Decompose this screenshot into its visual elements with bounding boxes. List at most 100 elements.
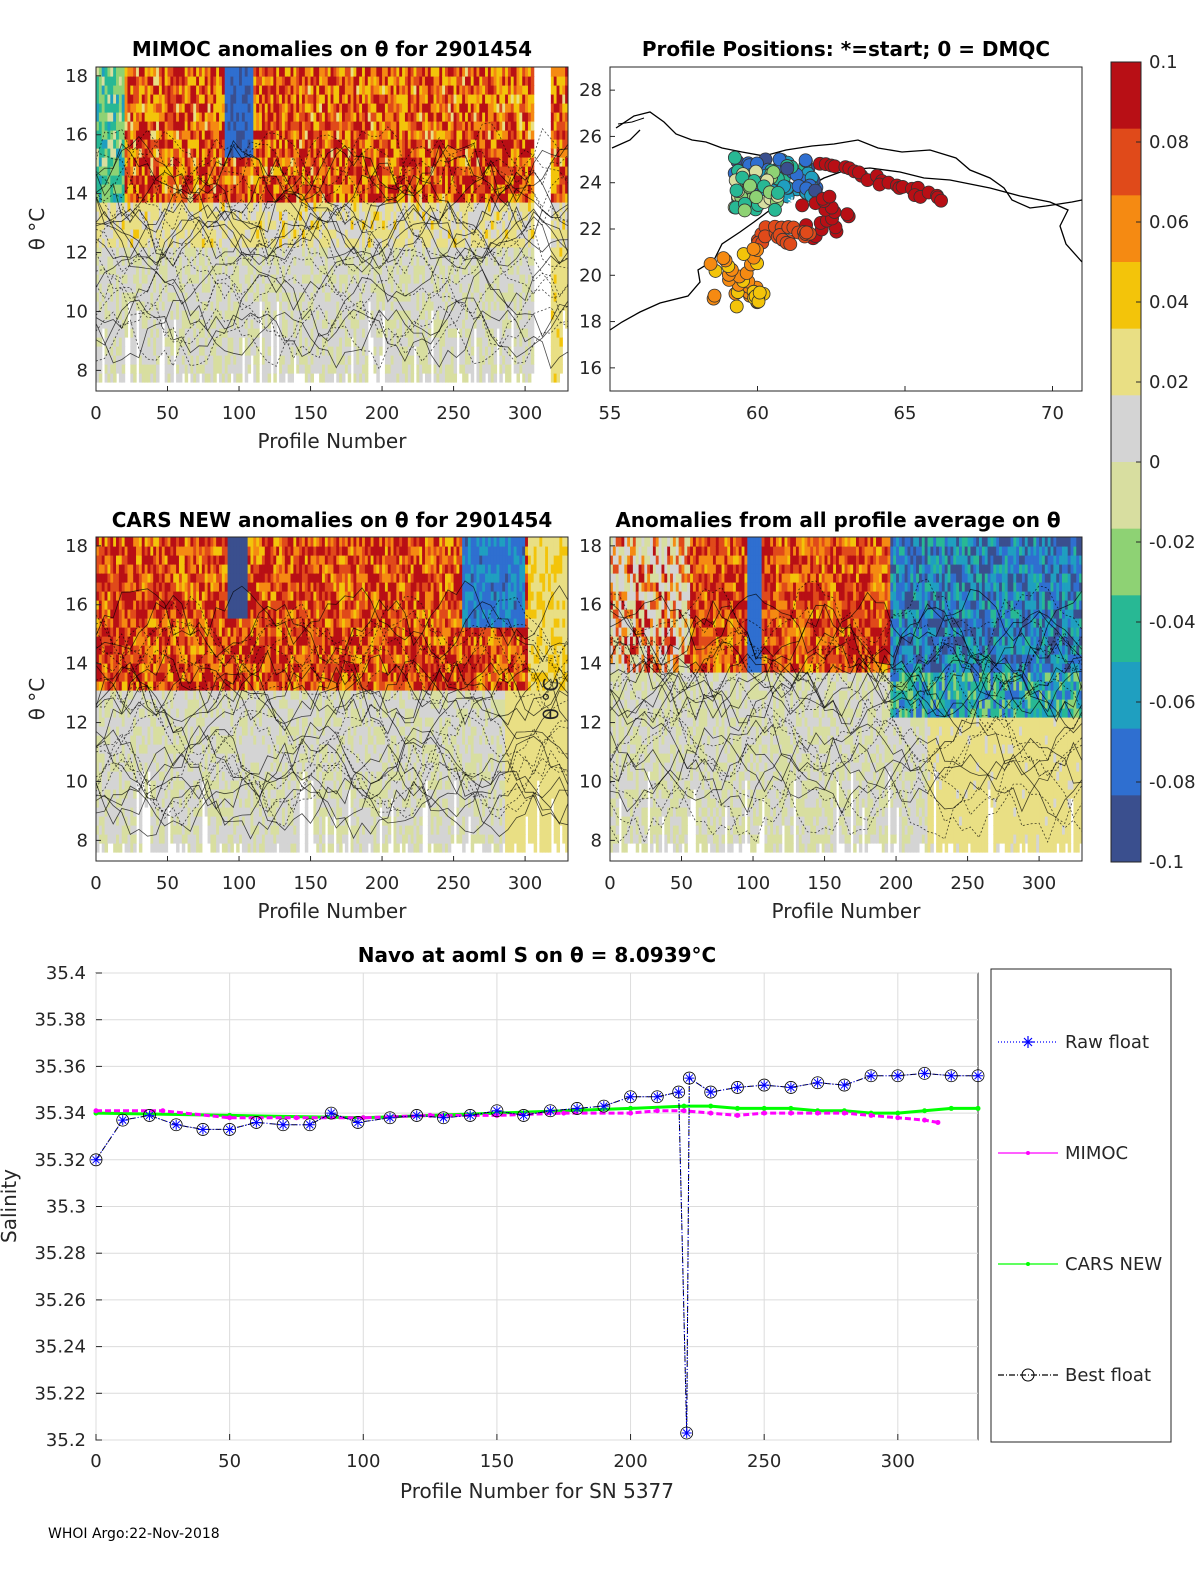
heatmap-cell bbox=[321, 355, 326, 365]
heatmap-cell bbox=[373, 292, 377, 302]
heatmap-cell bbox=[141, 319, 146, 329]
heatmap-cell bbox=[487, 274, 492, 284]
heatmap-cell bbox=[281, 292, 286, 302]
heatmap-cell bbox=[101, 103, 106, 113]
heatmap-cell bbox=[444, 301, 449, 311]
heatmap-cell bbox=[207, 67, 212, 77]
heatmap-cell bbox=[261, 139, 266, 149]
heatmap-cell bbox=[181, 355, 186, 365]
heatmap-cell bbox=[493, 292, 498, 302]
heatmap-cell bbox=[281, 211, 286, 221]
heatmap-cell bbox=[167, 274, 171, 284]
heatmap-cell bbox=[447, 103, 452, 113]
heatmap-cell bbox=[404, 202, 409, 212]
heatmap-cell bbox=[307, 76, 312, 86]
heatmap-cell bbox=[264, 112, 269, 122]
heatmap-cell bbox=[276, 94, 280, 104]
heatmap-cell bbox=[276, 184, 280, 194]
heatmap-cell bbox=[359, 337, 363, 347]
heatmap-cell bbox=[404, 346, 409, 356]
heatmap-cell bbox=[104, 301, 109, 311]
heatmap-cell bbox=[176, 157, 180, 167]
heatmap-cell bbox=[170, 166, 174, 176]
heatmap-cell bbox=[244, 157, 249, 167]
heatmap-cell bbox=[433, 364, 438, 374]
heatmap-cell bbox=[161, 148, 166, 158]
heatmap-cell bbox=[281, 67, 286, 77]
heatmap-cell bbox=[350, 103, 355, 113]
heatmap-cell bbox=[324, 130, 329, 140]
heatmap-cell bbox=[442, 292, 446, 302]
heatmap-cell bbox=[402, 229, 406, 239]
heatmap-cell bbox=[204, 310, 209, 320]
heatmap-cell bbox=[104, 247, 109, 257]
heatmap-cell bbox=[362, 121, 366, 131]
heatmap-cell bbox=[467, 328, 472, 338]
heatmap-cell bbox=[144, 211, 149, 221]
heatmap-cell bbox=[247, 67, 252, 77]
heatmap-cell bbox=[227, 256, 232, 266]
heatmap-cell bbox=[459, 103, 463, 113]
heatmap-cell bbox=[319, 292, 323, 302]
heatmap-cell bbox=[193, 256, 197, 266]
heatmap-cell bbox=[407, 76, 412, 86]
heatmap-cell bbox=[436, 121, 440, 131]
heatmap-cell bbox=[402, 202, 406, 212]
heatmap-cell bbox=[98, 373, 103, 383]
heatmap-cell bbox=[210, 337, 214, 347]
heatmap-cell bbox=[281, 139, 286, 149]
heatmap-cell bbox=[233, 355, 237, 365]
heatmap-cell bbox=[113, 76, 117, 86]
heatmap-cell bbox=[427, 157, 432, 167]
heatmap-cell bbox=[419, 184, 423, 194]
heatmap-cell bbox=[173, 76, 177, 86]
heatmap-cell bbox=[384, 301, 389, 311]
heatmap-cell bbox=[313, 229, 317, 239]
heatmap-cell bbox=[250, 85, 254, 95]
heatmap-cell bbox=[362, 274, 366, 284]
heatmap-cell bbox=[276, 85, 280, 95]
heatmap-cell bbox=[270, 175, 274, 185]
heatmap-cell bbox=[284, 211, 289, 221]
heatmap-cell bbox=[444, 247, 449, 257]
heatmap-cell bbox=[247, 103, 252, 113]
heatmap-cell bbox=[353, 184, 357, 194]
heatmap-cell bbox=[316, 310, 320, 320]
heatmap-cell bbox=[310, 319, 315, 329]
heatmap-cell bbox=[136, 256, 140, 266]
heatmap-cell bbox=[201, 157, 206, 167]
heatmap-cell bbox=[364, 247, 369, 257]
heatmap-cell bbox=[304, 94, 309, 104]
heatmap-cell bbox=[213, 112, 217, 122]
heatmap-cell bbox=[107, 301, 111, 311]
heatmap-cell bbox=[407, 337, 412, 347]
heatmap-cell bbox=[327, 166, 332, 176]
heatmap-cell bbox=[350, 157, 355, 167]
heatmap-cell bbox=[196, 166, 200, 176]
heatmap-cell bbox=[156, 346, 160, 356]
heatmap-cell bbox=[436, 130, 440, 140]
heatmap-cell bbox=[459, 346, 463, 356]
heatmap-cell bbox=[161, 247, 166, 257]
heatmap-cell bbox=[198, 166, 203, 176]
heatmap-cell bbox=[450, 202, 455, 212]
heatmap-cell bbox=[399, 175, 403, 185]
heatmap-cell bbox=[430, 157, 435, 167]
heatmap-cell bbox=[216, 319, 220, 329]
heatmap-cell bbox=[476, 265, 480, 275]
heatmap-cell bbox=[333, 283, 337, 293]
heatmap-cell bbox=[287, 148, 292, 158]
heatmap-cell bbox=[181, 220, 186, 230]
heatmap-cell bbox=[144, 310, 149, 320]
heatmap-cell bbox=[236, 319, 240, 329]
heatmap-cell bbox=[213, 373, 217, 383]
heatmap-cell bbox=[256, 346, 260, 356]
heatmap-cell bbox=[236, 373, 240, 383]
heatmap-cell bbox=[476, 220, 480, 230]
heatmap-cell bbox=[324, 184, 329, 194]
heatmap-cell bbox=[379, 346, 383, 356]
heatmap-cell bbox=[227, 76, 232, 86]
heatmap-cell bbox=[467, 220, 472, 230]
heatmap-cell bbox=[507, 229, 512, 239]
heatmap-cell bbox=[244, 310, 249, 320]
